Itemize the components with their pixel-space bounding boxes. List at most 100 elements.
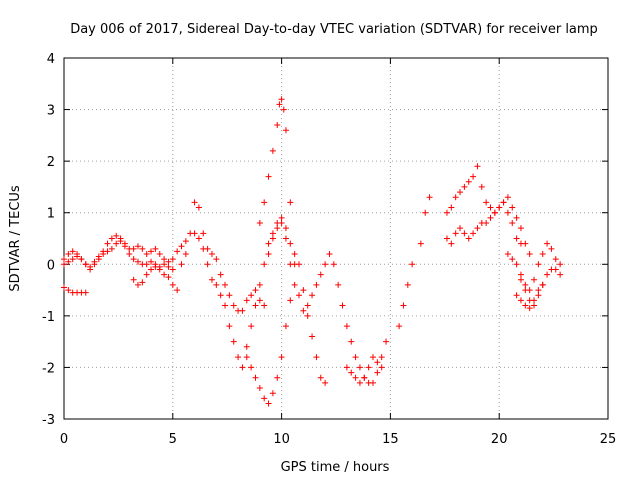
data-point <box>139 245 146 252</box>
data-point <box>148 266 155 273</box>
data-point <box>95 253 102 260</box>
data-point <box>470 230 477 237</box>
data-point <box>69 256 76 263</box>
data-point <box>352 374 359 381</box>
data-point <box>470 173 477 180</box>
data-point <box>65 258 72 265</box>
data-point <box>134 258 141 265</box>
data-point <box>461 230 468 237</box>
data-point <box>535 292 542 299</box>
data-point <box>243 354 250 361</box>
data-point <box>491 209 498 216</box>
x-axis-label: GPS time / hours <box>281 460 390 475</box>
data-point <box>287 199 294 206</box>
data-point <box>169 256 176 263</box>
data-point <box>78 256 85 263</box>
data-point <box>291 281 298 288</box>
data-point <box>191 199 198 206</box>
data-point <box>539 281 546 288</box>
data-point <box>304 302 311 309</box>
data-point <box>226 292 233 299</box>
data-point <box>304 312 311 319</box>
data-point <box>265 240 272 247</box>
data-point <box>204 261 211 268</box>
data-point <box>178 243 185 250</box>
data-point <box>269 147 276 154</box>
data-point <box>343 364 350 371</box>
data-point <box>282 225 289 232</box>
data-point <box>291 250 298 257</box>
axis-ticks: 0 5 10 15 20 25 -3 -2 -1 0 1 2 3 4 <box>42 52 616 447</box>
data-point <box>139 279 146 286</box>
data-point <box>531 276 538 283</box>
data-point <box>496 204 503 211</box>
data-point <box>487 204 494 211</box>
plot-frame <box>63 57 609 420</box>
data-point <box>61 261 67 268</box>
data-point <box>348 369 355 376</box>
data-point <box>130 245 137 252</box>
data-point <box>121 243 128 250</box>
data-point <box>261 395 268 402</box>
y-tick-label: 3 <box>47 104 55 119</box>
data-point <box>104 240 111 247</box>
data-point <box>274 122 281 129</box>
data-point <box>557 261 564 268</box>
data-point <box>487 214 494 221</box>
data-point <box>296 261 303 268</box>
data-point <box>274 374 281 381</box>
data-point <box>191 230 198 237</box>
data-point <box>230 338 237 345</box>
y-axis-label: SDTVAR / TECUs <box>8 185 23 292</box>
data-point <box>513 292 520 299</box>
data-point <box>269 390 276 397</box>
data-point <box>130 276 137 283</box>
data-point <box>165 263 172 270</box>
x-tick-label: 10 <box>273 432 290 447</box>
data-point <box>378 354 385 361</box>
data-point <box>143 271 150 278</box>
data-point <box>417 240 424 247</box>
data-point <box>143 261 150 268</box>
x-tick-label: 0 <box>60 432 68 447</box>
data-point <box>276 101 283 108</box>
data-point <box>226 323 233 330</box>
data-point <box>513 235 520 242</box>
data-point <box>517 240 524 247</box>
data-point <box>239 307 246 314</box>
data-point <box>208 276 215 283</box>
data-point <box>248 323 255 330</box>
data-point <box>256 297 263 304</box>
data-point <box>265 173 272 180</box>
data-point <box>113 232 120 239</box>
data-point <box>134 281 141 288</box>
data-point <box>483 199 490 206</box>
data-point <box>396 323 403 330</box>
data-point <box>535 287 542 294</box>
y-tick-label: -2 <box>42 361 55 376</box>
data-point <box>457 225 464 232</box>
data-point <box>356 379 363 386</box>
data-point <box>82 261 89 268</box>
data-point <box>422 209 429 216</box>
data-point <box>322 379 329 386</box>
data-point <box>452 194 459 201</box>
data-point <box>274 220 281 227</box>
data-point <box>322 261 329 268</box>
data-point <box>174 248 181 255</box>
data-point <box>282 235 289 242</box>
data-point <box>217 292 224 299</box>
data-point <box>274 225 281 232</box>
data-point <box>261 261 268 268</box>
data-point <box>531 302 538 309</box>
data-point <box>517 297 524 304</box>
data-point <box>243 343 250 350</box>
data-point <box>522 287 529 294</box>
data-point <box>335 281 342 288</box>
data-point <box>222 281 229 288</box>
data-point <box>65 250 72 257</box>
data-point <box>361 374 368 381</box>
data-point <box>169 266 176 273</box>
data-point <box>182 250 189 257</box>
